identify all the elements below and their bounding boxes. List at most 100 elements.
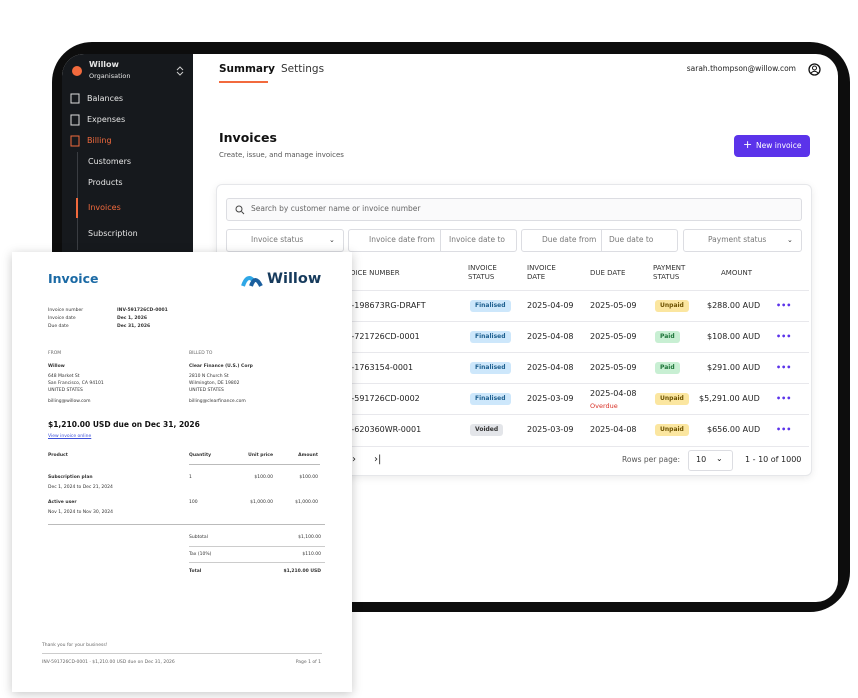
nav-subitem[interactable]: Subscription xyxy=(88,229,138,238)
status-badge: Finalised xyxy=(470,393,511,405)
date-range[interactable]: Due date from Due date to xyxy=(521,229,678,252)
due-date: 2025-05-09 xyxy=(590,332,637,341)
filter-select[interactable]: Invoice status ⌄ xyxy=(226,229,344,252)
view-link[interactable]: View invoice online xyxy=(48,434,92,439)
meta-value: INV-591726CD-0001 xyxy=(117,308,168,313)
plus-icon: + xyxy=(743,138,753,151)
column-header: DUE DATE xyxy=(590,269,626,277)
payment-badge: Paid xyxy=(655,362,680,374)
section-label: FROM xyxy=(48,351,62,356)
meta-value: Dec 1, 2026 xyxy=(117,316,147,321)
address-line: Clear Finance (U.S.) Corp xyxy=(189,364,253,369)
row-menu[interactable]: ••• xyxy=(776,332,792,341)
invoice-date: 2025-03-09 xyxy=(527,394,574,403)
column-header: INVOICE DATE xyxy=(527,264,556,281)
item-qty: 1 xyxy=(189,475,192,480)
item-qty: 100 xyxy=(189,500,198,505)
search-box[interactable]: Search by customer name or invoice numbe… xyxy=(226,198,802,221)
filter-label: Invoice status xyxy=(251,235,304,244)
invoice-number: INV-591726CD-0002 xyxy=(338,394,420,403)
overdue-note: Overdue xyxy=(590,402,618,410)
payment-badge: Unpaid xyxy=(655,393,689,405)
item-header: Quantity xyxy=(189,453,212,458)
due-date: 2025-04-08 xyxy=(590,425,637,434)
due-date: 2025-05-09 xyxy=(590,301,637,310)
page-number: Page 1 of 1 xyxy=(295,660,321,665)
section-label: BILLED TO xyxy=(189,351,213,356)
item-name: Subscription plan xyxy=(48,475,93,480)
nav-item[interactable]: Expenses xyxy=(87,115,126,124)
status-badge: Voided xyxy=(470,424,504,436)
address-line: 2810 N Church St xyxy=(189,374,229,379)
user-icon[interactable] xyxy=(808,63,821,76)
button-label: New invoice xyxy=(756,141,802,150)
search-placeholder: Search by customer name or invoice numbe… xyxy=(251,204,421,213)
rows-select[interactable]: 10 ⌄ xyxy=(688,450,733,471)
address-line: billing@clearfinance.com xyxy=(189,399,246,404)
item-price: $100.00 xyxy=(254,475,273,480)
rule xyxy=(42,653,322,654)
table-row[interactable]: INV-591726CD-0002 Finalised 2025-03-09 2… xyxy=(338,383,809,415)
search-icon xyxy=(235,205,245,215)
amount: $656.00 AUD xyxy=(707,425,761,434)
tab[interactable]: Summary xyxy=(219,63,276,75)
rule xyxy=(189,464,320,465)
invoice-number: INV-198673RG-DRAFT xyxy=(338,301,426,310)
next-page[interactable]: › xyxy=(352,454,356,465)
due-date: 2025-05-09 xyxy=(590,363,637,372)
invoice-date: 2025-04-08 xyxy=(527,332,574,341)
amount: $108.00 AUD xyxy=(707,332,761,341)
tab[interactable]: Settings xyxy=(281,63,325,75)
last-page[interactable]: ›| xyxy=(374,454,382,465)
amount: $288.00 AUD xyxy=(707,301,761,310)
row-menu[interactable]: ••• xyxy=(776,301,792,310)
total-label: Total xyxy=(189,569,202,574)
table-row[interactable]: INV-620360WR-0001 Voided 2025-03-09 2025… xyxy=(338,414,809,447)
row-menu[interactable]: ••• xyxy=(776,425,792,434)
org-switch[interactable] xyxy=(176,66,184,76)
nav-subitem[interactable]: Customers xyxy=(88,157,132,166)
nav-subitem[interactable]: Invoices xyxy=(88,203,121,212)
meta-label: Invoice date xyxy=(48,316,76,321)
rule xyxy=(189,562,325,563)
status-badge: Finalised xyxy=(470,362,511,374)
amount-due: $1,210.00 USD due on Dec 31, 2026 xyxy=(48,420,200,429)
date-range[interactable]: Invoice date from Invoice date to xyxy=(348,229,517,252)
filter-select[interactable]: Payment status ⌄ xyxy=(683,229,802,252)
table-row[interactable]: INV-198673RG-DRAFT Finalised 2025-04-09 … xyxy=(338,290,809,322)
invoice-document: Invoice Willow Invoice number INV-591726… xyxy=(12,252,352,692)
column-header: INVOICE NUMBER xyxy=(338,269,400,277)
nav-item[interactable]: Billing xyxy=(87,136,112,145)
row-menu[interactable]: ••• xyxy=(776,363,792,372)
thanks: Thank you for your business! xyxy=(42,643,108,648)
address-line: Willow xyxy=(48,364,65,369)
footer-text: INV-591726CD-0001 · $1,210.00 USD due on… xyxy=(42,660,175,665)
org-type: Organisation xyxy=(89,72,131,80)
item-name: Active user xyxy=(48,500,77,505)
table-row[interactable]: INV-721726CD-0001 Finalised 2025-04-08 2… xyxy=(338,321,809,353)
item-period: Nov 1, 2024 to Nov 30, 2024 xyxy=(48,510,114,515)
item-price: $1,000.00 xyxy=(250,500,273,505)
amount: $291.00 AUD xyxy=(707,363,761,372)
nav-subitem[interactable]: Products xyxy=(88,178,123,187)
meta-label: Due date xyxy=(48,324,69,329)
nav-item[interactable]: Balances xyxy=(87,94,124,103)
row-menu[interactable]: ••• xyxy=(776,394,792,403)
nav-icons xyxy=(70,93,80,147)
item-header: Amount xyxy=(298,453,318,458)
status-badge: Finalised xyxy=(470,331,511,343)
new-invoice-button[interactable]: + New invoice xyxy=(734,135,810,157)
total-value: $110.00 xyxy=(302,552,321,557)
table-row[interactable]: INV-1763154-0001 Finalised 2025-04-08 20… xyxy=(338,352,809,384)
page-title: Invoices xyxy=(219,130,277,145)
rule xyxy=(189,546,325,547)
column-header: INVOICE STATUS xyxy=(468,264,497,281)
address-line: billing@willow.com xyxy=(48,399,91,404)
status-badge: Finalised xyxy=(470,300,511,312)
invoice-date: 2025-04-08 xyxy=(527,363,574,372)
tab-underline xyxy=(219,81,268,83)
brand-name: Willow xyxy=(267,271,322,287)
org-name[interactable]: Willow xyxy=(89,60,119,69)
total-value: $1,210.00 USD xyxy=(283,569,321,574)
